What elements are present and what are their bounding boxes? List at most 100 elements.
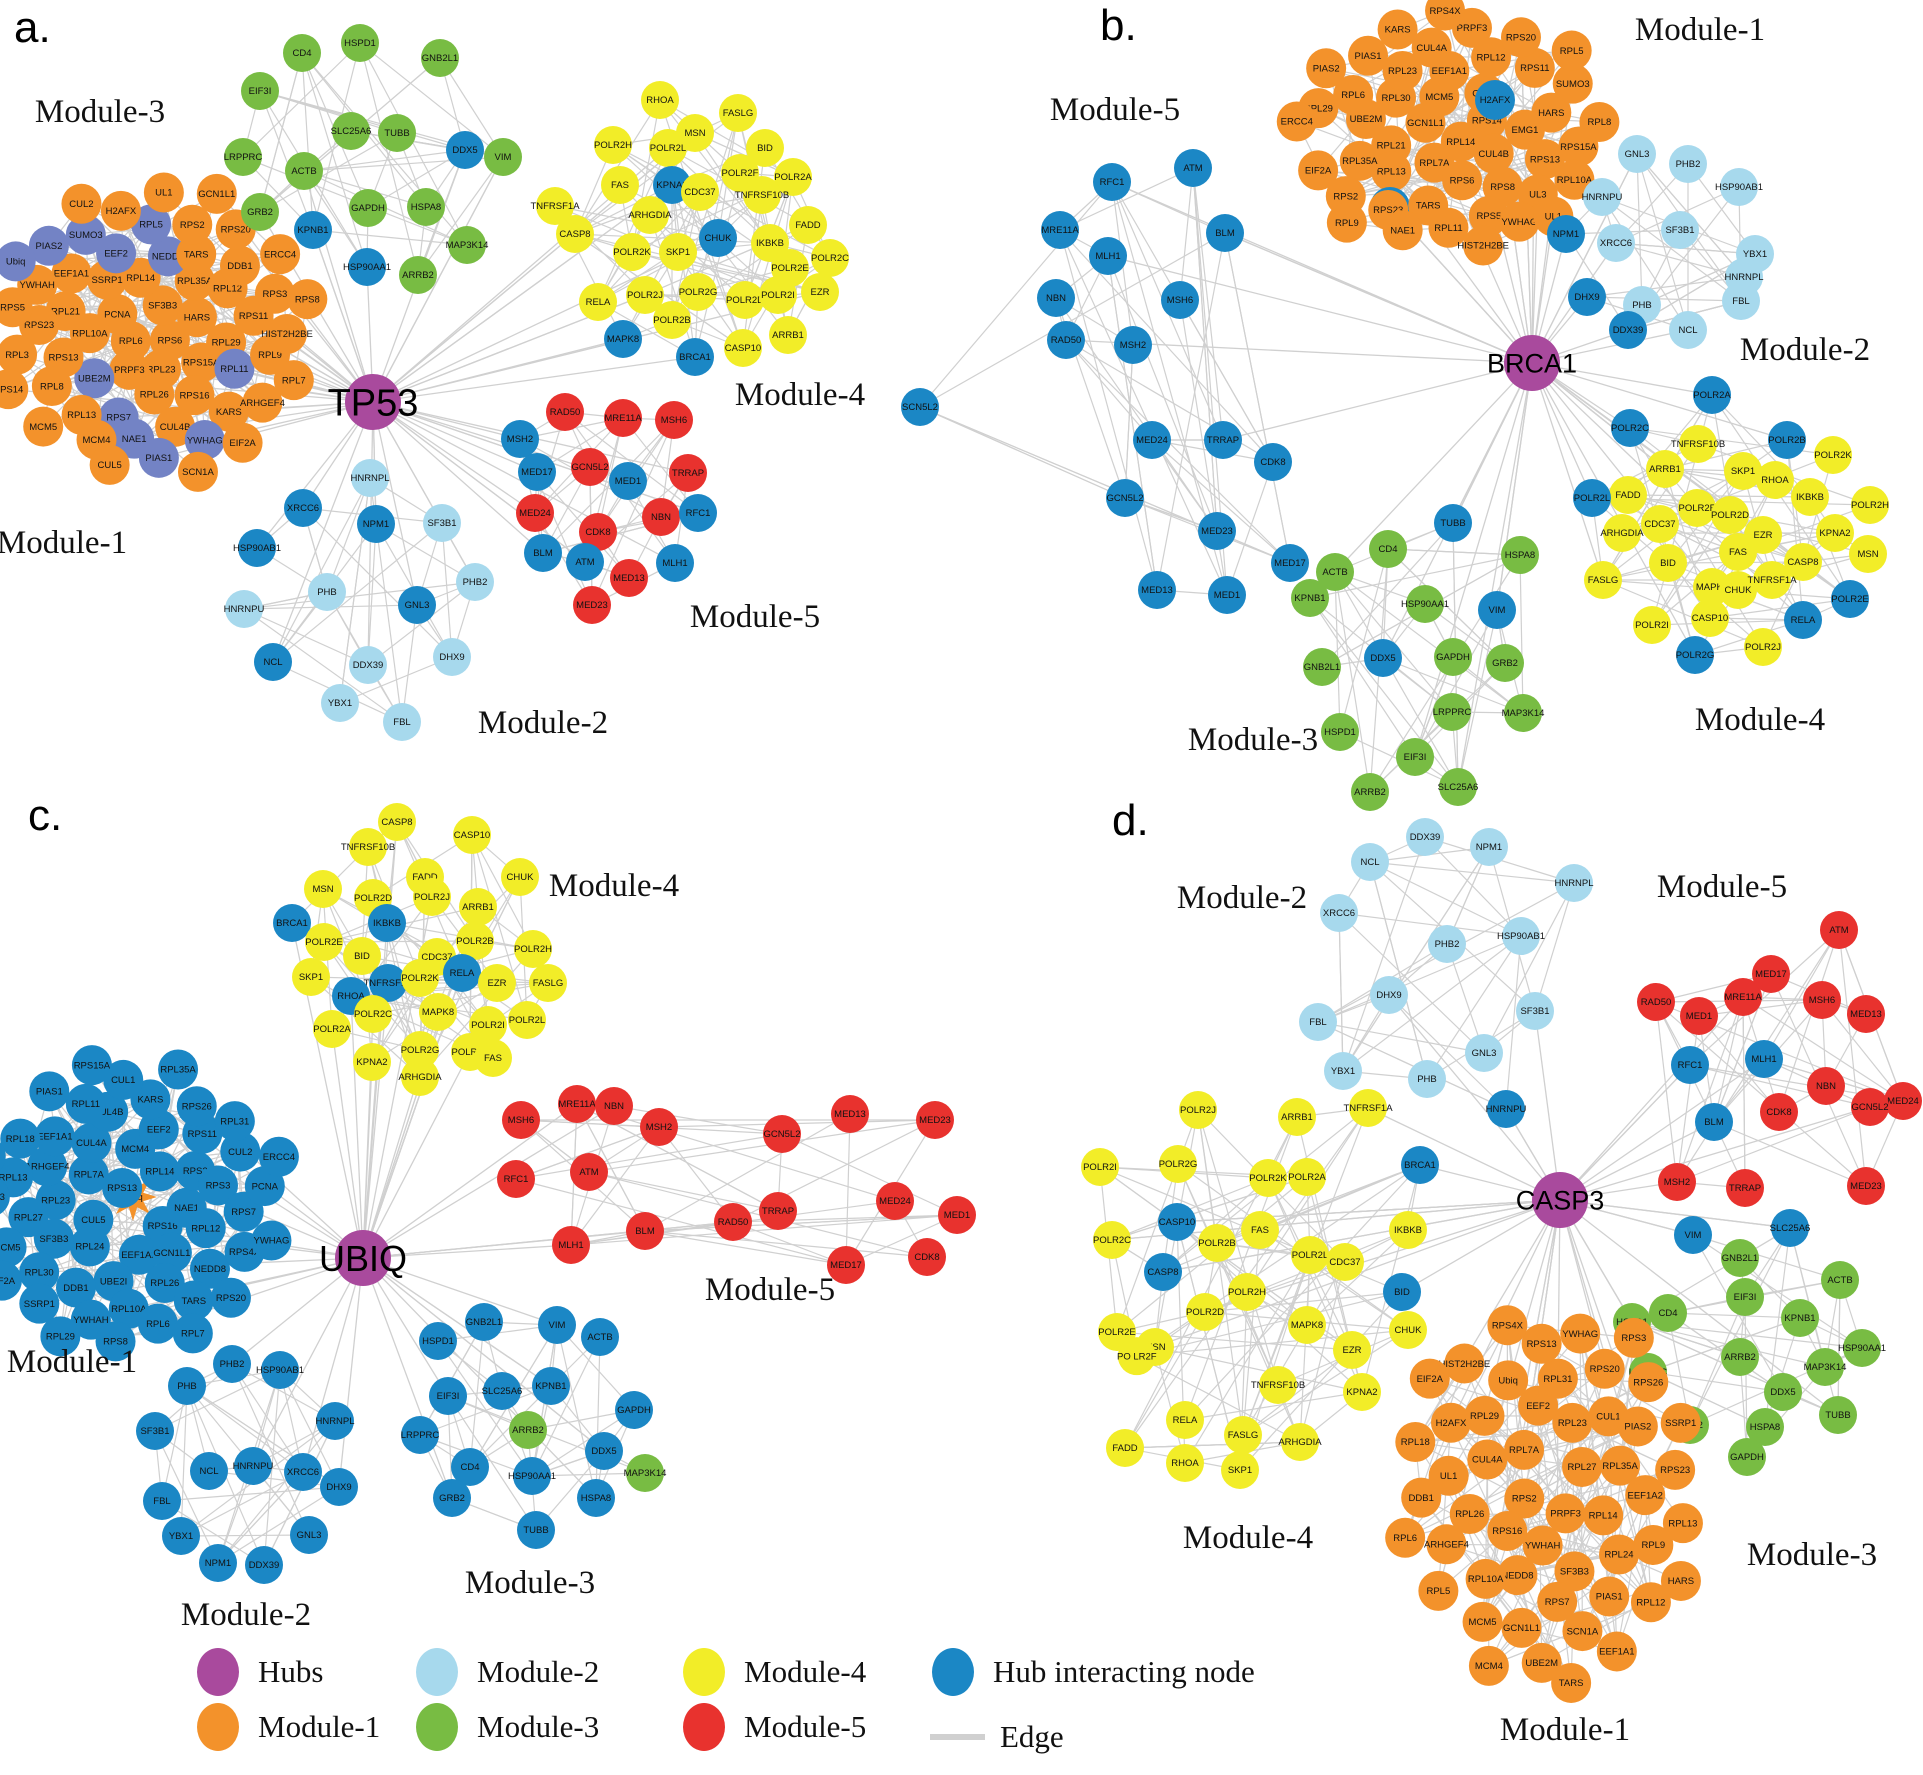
node-circle <box>1249 1159 1287 1197</box>
node-circle <box>497 1160 535 1198</box>
node-GNB2L1: GNB2L1 <box>1721 1239 1759 1277</box>
hub-edge <box>1531 362 1604 581</box>
node-circle <box>351 459 389 497</box>
node-KPNA2: KPNA2 <box>1816 514 1854 552</box>
node-circle <box>138 437 179 478</box>
legend: Hubs Module-2 Module-4 Hub interacting node… <box>197 1648 1255 1754</box>
node-circle <box>1609 311 1647 349</box>
edge <box>1676 1015 1700 1183</box>
node-GNB2L1: GNB2L1 <box>465 1303 503 1341</box>
node-circle <box>1198 512 1236 550</box>
edge <box>243 581 476 610</box>
node-circle <box>1658 1163 1696 1201</box>
edge <box>180 1385 188 1537</box>
node-circle <box>144 1262 185 1303</box>
edge <box>301 52 314 231</box>
node-VIM: VIM <box>538 1306 576 1344</box>
hub-TP53: TP53 <box>328 374 418 430</box>
node-SF3B1: SF3B1 <box>1516 992 1554 1030</box>
node-circle <box>509 1411 547 1449</box>
node-circle <box>1093 163 1131 201</box>
node-circle <box>1351 843 1389 881</box>
edge <box>469 1336 601 1468</box>
node-circle <box>142 285 183 326</box>
hub-edge <box>372 132 696 403</box>
legend-swatch-hubnode <box>932 1648 974 1696</box>
node-GNL3: GNL3 <box>398 586 436 624</box>
node-NCL: NCL <box>1669 311 1707 349</box>
edge <box>231 1363 310 1536</box>
hub-edge <box>362 1103 578 1259</box>
node-circle <box>65 1083 106 1124</box>
module-label-module-5: Module-5 <box>1657 869 1787 905</box>
node-circle <box>399 256 437 294</box>
node-circle <box>1288 1306 1326 1344</box>
node-circle <box>508 1001 546 1039</box>
node-circle <box>1339 140 1380 181</box>
node-CDK8: CDK8 <box>908 1238 946 1276</box>
node-circle <box>292 958 330 996</box>
node-circle <box>558 1085 596 1123</box>
node-MED1: MED1 <box>1208 576 1246 614</box>
module-label-module-1: Module-1 <box>0 525 127 561</box>
node-RPL13: RPL13 <box>1662 1503 1703 1544</box>
node-RPL29: RPL29 <box>1464 1395 1505 1436</box>
node-circle <box>433 638 471 676</box>
node-circle <box>1467 1439 1508 1480</box>
node-circle <box>19 1283 60 1324</box>
node-GNL3: GNL3 <box>1618 135 1656 173</box>
node-HNRNPU: HNRNPU <box>224 590 264 628</box>
node-circle <box>615 1391 653 1429</box>
node-circle <box>1475 80 1515 120</box>
node-circle <box>1462 1601 1503 1642</box>
node-ARRB1: ARRB1 <box>1646 450 1684 488</box>
node-circle <box>184 420 225 461</box>
node-HSPA8: HSPA8 <box>1501 536 1539 574</box>
node-circle <box>1847 995 1885 1033</box>
node-circle <box>8 1197 49 1238</box>
node-circle <box>1406 585 1444 623</box>
node-TUBB: TUBB <box>1434 504 1472 542</box>
node-circle <box>304 870 342 908</box>
node-circle <box>320 1468 358 1506</box>
node-circle <box>1633 606 1671 644</box>
edge <box>595 1336 601 1499</box>
hub-edge <box>1531 153 1638 364</box>
node-circle <box>273 904 311 942</box>
node-circle <box>1478 591 1516 629</box>
module-label-module-1: Module-1 <box>1500 1712 1630 1748</box>
node-MAP3K14: MAP3K14 <box>446 226 488 264</box>
edge <box>1619 1465 1652 1603</box>
node-RPL11: RPL11 <box>65 1083 106 1124</box>
node-circle <box>1433 693 1471 731</box>
node-MED23: MED23 <box>573 586 611 624</box>
edge <box>339 656 453 704</box>
edge <box>272 477 371 663</box>
edge <box>556 1324 635 1411</box>
edge <box>1414 1324 1508 1443</box>
node-circle <box>451 1448 489 1486</box>
edge <box>1676 996 1744 1183</box>
node-circle <box>679 494 717 532</box>
edge <box>659 99 771 244</box>
node-POLR2E: POLR2E <box>1831 580 1869 618</box>
hub-edge <box>1452 362 1533 524</box>
node-circle <box>23 406 64 447</box>
node-GCN5L2: GCN5L2 <box>1851 1088 1889 1126</box>
node-RAD50: RAD50 <box>1637 983 1675 1021</box>
edge <box>1821 999 1904 1102</box>
node-IKBKB: IKBKB <box>1389 1211 1427 1249</box>
edge <box>1192 167 1218 532</box>
node-circle <box>453 816 491 854</box>
node-CDK8: CDK8 <box>1760 1093 1798 1131</box>
node-circle <box>102 1167 143 1208</box>
node-circle <box>1671 1046 1709 1084</box>
node-circle <box>1502 917 1540 955</box>
node-RPL6: RPL6 <box>137 1303 178 1344</box>
node-RPS20: RPS20 <box>1500 17 1541 58</box>
edge <box>1692 1234 1841 1281</box>
node-circle <box>1382 51 1423 92</box>
edge <box>180 1534 310 1537</box>
node-circle <box>1597 224 1635 262</box>
node-POLR2I: POLR2I <box>1633 606 1671 644</box>
